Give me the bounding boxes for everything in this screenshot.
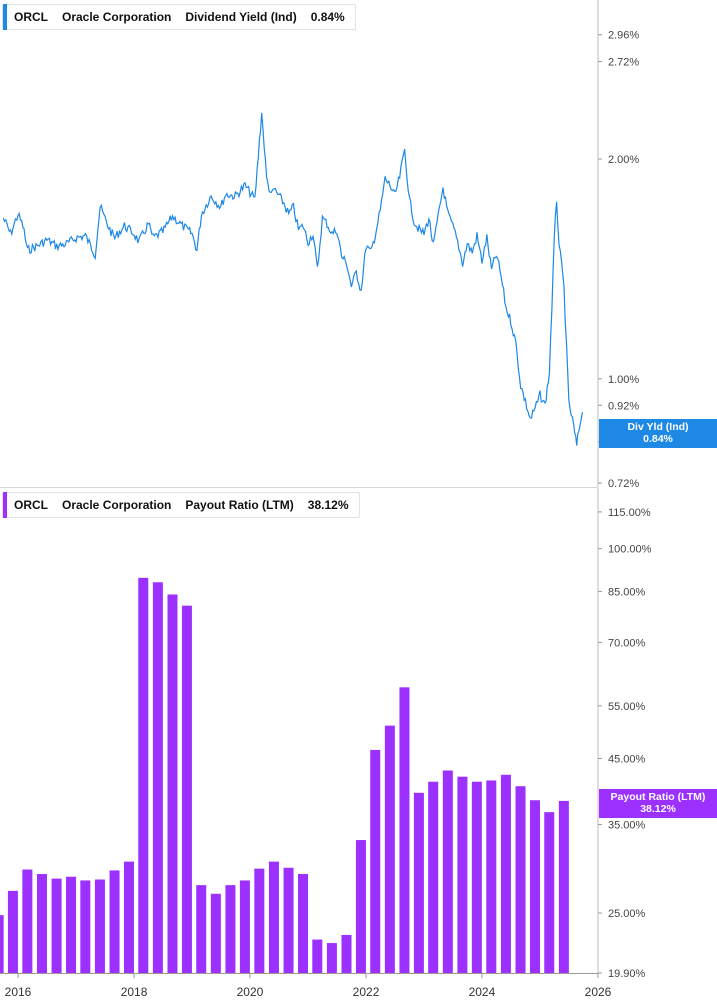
- x-axis-tick-label: 2024: [469, 985, 496, 999]
- payout-ratio-bar: [428, 781, 439, 973]
- payout-ratio-bar: [457, 776, 468, 973]
- dividend-yield-tag-value: 0.84%: [643, 433, 673, 445]
- payout-ratio-bar: [268, 861, 279, 973]
- payout-ratio-bar: [442, 770, 453, 973]
- payout-ratio-bar: [355, 840, 366, 973]
- payout-ratio-bar: [210, 893, 221, 973]
- payout-ratio-bar: [7, 890, 18, 973]
- payout-ratio-tag-label: Payout Ratio (LTM): [610, 791, 706, 803]
- yield-axis-tick-label: 2.72%: [608, 57, 639, 69]
- payout-ratio-bar: [370, 749, 381, 973]
- bottom-legend-swatch: [3, 492, 7, 518]
- payout-ratio-bar: [196, 885, 207, 973]
- top-legend-swatch: [3, 4, 7, 30]
- yield-axis-tick-label: 0.72%: [608, 478, 639, 490]
- payout-ratio-bar: [138, 577, 149, 973]
- x-axis-tick-label: 2026: [585, 985, 612, 999]
- payout-ratio-bar: [22, 869, 33, 973]
- payout-axis-tick-label: 19.90%: [608, 968, 646, 980]
- payout-axis-tick-label: 35.00%: [608, 820, 646, 832]
- x-axis-tick-label: 2018: [121, 985, 148, 999]
- payout-ratio-bar: [384, 725, 395, 973]
- top-legend-company: Oracle Corporation: [62, 10, 172, 24]
- payout-ratio-bar: [341, 934, 352, 973]
- bottom-legend-company: Oracle Corporation: [62, 498, 172, 512]
- bottom-legend-ticker: ORCL: [14, 498, 48, 512]
- payout-axis-tick-label: 70.00%: [608, 637, 646, 649]
- payout-ratio-bar: [239, 880, 250, 973]
- dividend-yield-line: [2, 112, 583, 446]
- payout-axis-tick-label: 100.00%: [608, 544, 652, 556]
- payout-ratio-tag-value: 38.12%: [640, 803, 676, 815]
- payout-ratio-tag: Payout Ratio (LTM) 38.12%: [599, 789, 717, 818]
- x-axis: 2016 2018 2020 2022 2024 2026: [0, 973, 612, 999]
- payout-ratio-bar: [326, 943, 337, 973]
- payout-ratio-plot: [0, 577, 569, 973]
- payout-ratio-bar: [399, 687, 410, 973]
- yield-axis-tick-label: 1.00%: [608, 374, 639, 386]
- payout-ratio-bar: [529, 800, 540, 973]
- payout-axis-tick-label: 55.00%: [608, 701, 646, 713]
- payout-ratio-bar: [152, 582, 163, 973]
- payout-ratio-bar: [123, 861, 134, 973]
- payout-ratio-bar: [312, 939, 323, 973]
- payout-ratio-bar: [254, 868, 265, 973]
- dividend-yield-tag: Div Yld (Ind) 0.84%: [599, 419, 717, 448]
- payout-ratio-bar: [486, 780, 497, 973]
- top-legend-ticker: ORCL: [14, 10, 48, 24]
- payout-ratio-bar: [36, 874, 47, 973]
- payout-ratio-bar: [515, 786, 526, 973]
- top-legend: ORCL Oracle Corporation Dividend Yield (…: [2, 4, 356, 30]
- payout-ratio-bar: [471, 781, 482, 973]
- x-axis-tick-label: 2016: [5, 985, 32, 999]
- payout-ratio-bar: [51, 878, 62, 973]
- payout-ratio-bar: [544, 812, 555, 973]
- payout-ratio-bar: [80, 880, 91, 973]
- payout-ratio-bar: [297, 874, 308, 973]
- x-axis-tick-label: 2022: [353, 985, 380, 999]
- payout-axis-tick-label: 85.00%: [608, 586, 646, 598]
- payout-ratio-bar: [413, 792, 424, 973]
- payout-ratio-bar: [0, 915, 4, 973]
- yield-axis-tick-label: 0.92%: [608, 400, 639, 412]
- bottom-axis-ticks: 115.00% 100.00% 85.00% 70.00% 55.00% 45.00% 35…: [597, 488, 652, 980]
- top-legend-metric: Dividend Yield (Ind): [185, 10, 297, 24]
- bottom-legend-metric: Payout Ratio (LTM): [185, 498, 294, 512]
- yield-axis-tick-label: 2.00%: [608, 154, 639, 166]
- payout-ratio-bar: [66, 876, 77, 973]
- bottom-legend-value: 38.12%: [307, 498, 349, 512]
- payout-axis-tick-label: 45.00%: [608, 754, 646, 766]
- x-axis-tick-label: 2020: [237, 985, 264, 999]
- yield-axis-tick-label: 2.96%: [608, 30, 639, 42]
- top-legend-value: 0.84%: [310, 10, 345, 24]
- payout-ratio-bar: [109, 870, 120, 973]
- payout-ratio-bar: [283, 867, 294, 973]
- dividend-yield-plot: [2, 112, 583, 446]
- payout-ratio-bar: [225, 885, 236, 973]
- payout-axis-tick-label: 25.00%: [608, 908, 646, 920]
- payout-ratio-bar: [94, 879, 105, 973]
- payout-ratio-bar: [500, 774, 511, 973]
- payout-ratio-bar: [167, 594, 178, 973]
- payout-ratio-bar: [181, 605, 192, 973]
- dividend-yield-tag-label: Div Yld (Ind): [627, 421, 689, 433]
- bottom-legend: ORCL Oracle Corporation Payout Ratio (LT…: [2, 492, 360, 518]
- payout-axis-tick-label: 115.00%: [608, 507, 651, 519]
- payout-ratio-bar: [558, 800, 569, 973]
